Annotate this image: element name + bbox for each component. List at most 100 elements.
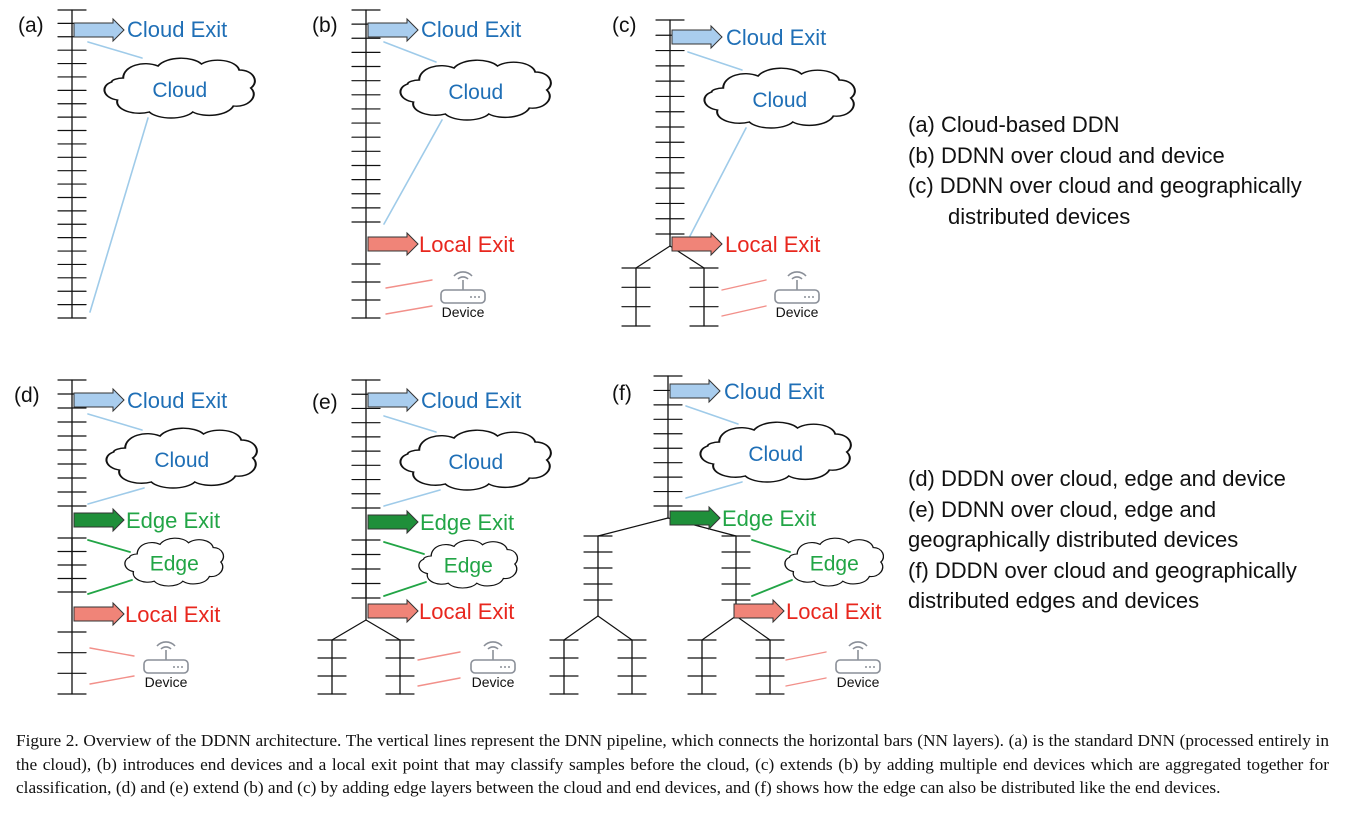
cloud-exit-arrow bbox=[73, 17, 125, 43]
cloud-exit-arrow bbox=[669, 378, 721, 404]
edge-exit-arrow bbox=[73, 507, 125, 533]
panel-label-f: (f) bbox=[612, 382, 632, 405]
cloud-link-bottom bbox=[383, 119, 443, 225]
panel-e: (e) Cloud Exit Cloud Edge Exit Edge Local Exi… bbox=[312, 379, 552, 695]
c-fork-left bbox=[635, 245, 671, 269]
local-exit-arrow bbox=[367, 598, 419, 624]
device-link-top bbox=[785, 651, 827, 661]
cloud-link-top bbox=[685, 405, 739, 425]
local-exit-label: Local Exit bbox=[419, 232, 514, 257]
device-label: Device bbox=[442, 304, 485, 320]
router-body bbox=[835, 659, 881, 674]
router-light bbox=[865, 666, 867, 668]
legend-item-f-line2: distributed edges and devices bbox=[908, 588, 1200, 613]
ddnn-architecture-figure: (a) Cloud Exit Cloud (b) Cloud Exit Cloud Loca… bbox=[14, 9, 885, 695]
cloud-link-bottom bbox=[89, 117, 149, 313]
cloud-link-top bbox=[383, 41, 437, 63]
panel-a: (a) Cloud Exit Cloud bbox=[18, 9, 256, 319]
legend-item-c-line1: (c) DDNN over cloud and geographically bbox=[908, 173, 1302, 198]
legend-item-b: (b) DDNN over cloud and device bbox=[908, 142, 1225, 168]
panel-label-a: (a) bbox=[18, 14, 44, 37]
panel-c: (c) Cloud Exit Cloud Local Exit Device bbox=[612, 14, 856, 327]
router-light bbox=[808, 296, 810, 298]
cloud-link-bottom bbox=[87, 487, 145, 505]
panel-b: (b) Cloud Exit Cloud Local Exit Device bbox=[312, 9, 552, 320]
edge-link-top bbox=[87, 539, 131, 553]
device-label: Device bbox=[776, 304, 819, 320]
cloud-shape-label: Cloud bbox=[152, 79, 207, 102]
wifi-arc-outer bbox=[787, 271, 807, 277]
router-light bbox=[470, 296, 472, 298]
local-exit-arrow bbox=[73, 601, 125, 627]
cloud-exit-label: Cloud Exit bbox=[127, 17, 227, 42]
cloud-shape-label: Cloud bbox=[448, 81, 503, 104]
device-label: Device bbox=[145, 674, 188, 690]
edge-exit-label: Edge Exit bbox=[126, 508, 220, 533]
router-body bbox=[143, 659, 189, 674]
router-light bbox=[804, 296, 806, 298]
router-light bbox=[173, 666, 175, 668]
edge-cloud-shape-label: Edge bbox=[444, 555, 493, 578]
router-light bbox=[177, 666, 179, 668]
device-label: Device bbox=[472, 674, 515, 690]
local-exit-label: Local Exit bbox=[725, 232, 820, 257]
legend-item-f-line1: (f) DDDN over cloud and geographically bbox=[908, 557, 1297, 583]
edge-exit-arrow bbox=[367, 509, 419, 535]
router-body bbox=[774, 289, 820, 304]
edge-link-bottom bbox=[383, 581, 427, 597]
cloud-link-bottom bbox=[685, 481, 743, 499]
device-link-top bbox=[721, 279, 767, 291]
wifi-router-icon bbox=[143, 641, 189, 674]
legend-item-c: (c) DDNN over cloud and geographically d… bbox=[908, 171, 1338, 232]
device-link-bottom bbox=[417, 677, 461, 687]
local-exit-label: Local Exit bbox=[419, 599, 514, 624]
legend-item-c-line2: distributed devices bbox=[948, 203, 1131, 229]
panel-f: (f) Cloud Exit Cloud Edge Exit Edge Local Exi… bbox=[549, 375, 885, 695]
cloud-exit-arrow bbox=[671, 24, 723, 50]
legend-item-a: (a) Cloud-based DDN bbox=[908, 112, 1120, 137]
legend-item-e-line2: geographically distributed devices bbox=[908, 527, 1239, 552]
wifi-router-icon bbox=[440, 271, 486, 304]
local-exit-label: Local Exit bbox=[125, 602, 220, 627]
router-body bbox=[440, 289, 486, 304]
edge-link-bottom bbox=[87, 579, 133, 595]
device-link-top bbox=[385, 279, 433, 289]
cloud-exit-label: Cloud Exit bbox=[127, 388, 227, 413]
device-link-bottom bbox=[385, 305, 433, 315]
local-exit-arrow bbox=[367, 231, 419, 257]
wifi-router-icon bbox=[470, 641, 516, 674]
cloud-link-top bbox=[687, 51, 743, 71]
edge-link-bottom bbox=[751, 579, 793, 597]
device-label: Device bbox=[837, 674, 880, 690]
router-light bbox=[873, 666, 875, 668]
edge-cloud-shape-label: Edge bbox=[810, 553, 859, 576]
router-light bbox=[474, 296, 476, 298]
router-light bbox=[500, 666, 502, 668]
router-body bbox=[470, 659, 516, 674]
legend-item-e-line1: (e) DDNN over cloud, edge and bbox=[908, 496, 1217, 522]
wifi-arc-inner bbox=[487, 646, 499, 650]
cloud-exit-label: Cloud Exit bbox=[421, 388, 521, 413]
panel-label-c: (c) bbox=[612, 14, 637, 37]
f-right-fork-left bbox=[701, 615, 737, 641]
cloud-exit-label: Cloud Exit bbox=[726, 25, 826, 50]
cloud-link-top bbox=[383, 415, 437, 433]
edge-cloud-shape-label: Edge bbox=[150, 553, 199, 576]
cloud-exit-label: Cloud Exit bbox=[724, 379, 824, 404]
wifi-router-icon bbox=[774, 271, 820, 304]
device-link-bottom bbox=[721, 305, 767, 317]
edge-exit-label: Edge Exit bbox=[420, 510, 514, 535]
wifi-arc-inner bbox=[160, 646, 172, 650]
legend-top: (a) Cloud-based DDN (b) DDNN over cloud … bbox=[908, 110, 1338, 232]
local-exit-label: Local Exit bbox=[786, 599, 881, 624]
router-light bbox=[508, 666, 510, 668]
panel-label-d: (d) bbox=[14, 384, 40, 407]
wifi-arc-inner bbox=[791, 276, 803, 280]
cloud-exit-label: Cloud Exit bbox=[421, 17, 521, 42]
device-link-bottom bbox=[785, 677, 827, 687]
panel-label-e: (e) bbox=[312, 391, 338, 414]
device-link-bottom bbox=[89, 675, 135, 685]
e-fork-right bbox=[365, 619, 401, 641]
cloud-shape-label: Cloud bbox=[154, 449, 209, 472]
cloud-link-bottom bbox=[383, 489, 441, 507]
